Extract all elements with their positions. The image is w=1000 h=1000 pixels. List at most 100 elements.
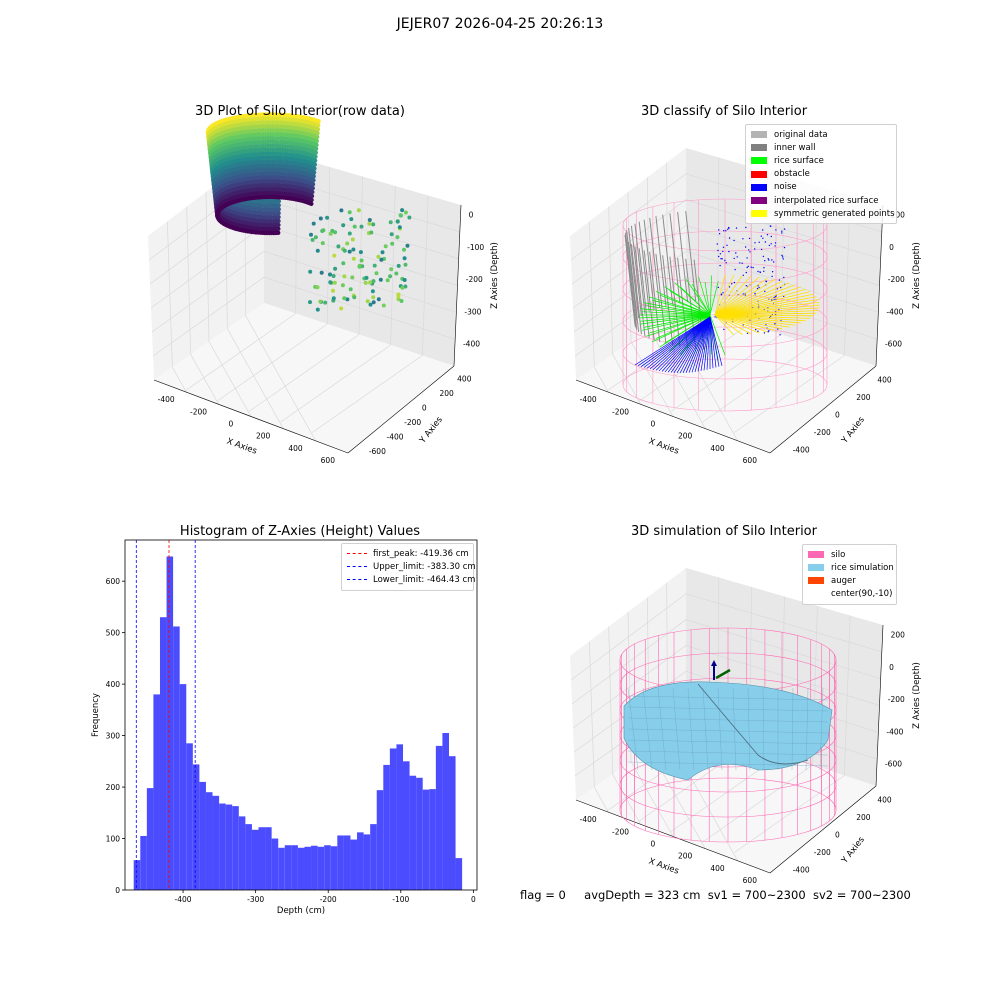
legend-swatch [347,579,367,581]
z-tick-label: -300 [464,307,481,316]
histogram-plot: -400 -300 -200 -100 0 0 100 200 300 400 500 600 Dept… [91,539,478,916]
histogram-bar [153,694,160,890]
histogram-bar [324,845,331,890]
avg-depth-value: avgDepth = 323 cm [584,888,701,902]
histogram-bar [357,832,364,890]
z-tick-label: 200 [891,631,906,640]
histogram-bar [330,846,338,890]
axis-lines [575,624,884,874]
legend-label: Upper_limit: -383.30 cm [373,561,476,572]
x-tick-label: -400 [158,395,175,404]
histogram-bar [284,845,292,890]
histogram-bar [146,788,154,890]
histogram-bar [376,790,384,890]
y-tick-label: 200 [856,813,871,822]
floor-pane [576,303,876,453]
legend-entry: interpolated rice surface [751,194,891,207]
legend-swatch [751,144,767,152]
histogram-bar [173,626,180,890]
x-tick-label: 600 [743,456,758,465]
histogram-bar [225,804,233,890]
legend-entry: rice surface [751,154,891,167]
legend-swatch [808,551,824,559]
x-tick-label: 400 [710,444,725,453]
x-tick-label: 200 [678,432,693,441]
x-tick-label: -200 [320,895,337,904]
histogram-bar [258,827,266,890]
legend-label: inner wall [774,142,816,153]
legend-label: Lower_limit: -464.43 cm [373,574,476,585]
y-tick-label: 300 [106,732,121,741]
x-tick-label: -400 [580,395,597,404]
x-tick-label: 0 [650,839,655,848]
histogram-title: Histogram of Z-Axies (Height) Values [179,524,421,539]
histogram-bar [133,860,141,890]
z-tick-label: 0 [889,243,894,252]
x-tick-label: 600 [743,876,758,885]
histogram-bar [403,761,410,890]
legend-entry: inner wall [751,141,891,154]
plot-frame [124,539,478,891]
z-tick-label: -400 [886,307,903,316]
y-tick-label: -400 [387,432,404,441]
y-tick-label: 400 [877,376,892,385]
legend-entry: rice simulation [808,561,894,574]
x-axis-label: X Axies [647,437,680,457]
legend-label: rice surface [774,155,824,166]
x-tick-label: -400 [175,895,192,904]
histogram-bar [416,777,423,890]
histogram-bar [199,781,206,890]
auger-direction-marker [715,668,731,680]
y-tick-label: 100 [106,835,121,844]
legend-entry: Upper_limit: -383.30 cm [347,560,476,573]
legend-entry: auger [808,574,891,587]
y-tick-label: 200 [106,783,121,792]
legend-entry: silo [808,548,891,561]
y-tick-label: -600 [369,447,386,456]
legend-label: first_peak: -419.36 cm [373,548,469,559]
histogram-bar [422,789,430,890]
simulation-3d-plot: -400 -200 0 200 400 600 -400 -200 0 200 400 200 0 -20… [570,568,922,885]
histogram-bar [238,816,246,890]
histogram-bar [429,789,436,890]
legend-entry: symmetric generated points [751,207,895,220]
z-tick-label: -100 [467,243,484,252]
z-tick-label: -600 [885,759,902,768]
histogram-bar [179,684,187,890]
z-axis-label: Z Axies (Depth) [490,242,500,309]
x-tick-label: 400 [288,444,303,453]
legend-label: auger [831,575,856,586]
rice-valley-contour [697,683,809,765]
histogram-bar [205,792,213,890]
y-tick-label: 400 [877,796,892,805]
z-axis-label: Z Axies (Depth) [912,662,922,729]
y-tick-label: -400 [793,865,810,874]
histogram-bar [219,803,226,890]
y-axis-label: Y Axies [839,415,867,447]
z-tick-label: 0 [889,663,894,672]
legend-swatch [751,131,767,139]
x-tick-label: -400 [580,815,597,824]
y-axis-label: Frequency [91,693,101,737]
y-tick-label: 0 [835,831,840,840]
legend-swatch [751,210,767,218]
histogram-bar [409,775,417,890]
legend-swatch [808,591,824,598]
x-tick-label: 400 [710,864,725,873]
legend-label: silo [831,549,846,560]
histogram-bar [370,824,377,890]
y-tick-label: 200 [856,393,871,402]
x-tick-label: 0 [228,419,233,428]
y-tick-label: 400 [106,680,121,689]
z-axis-label: Z Axies (Depth) [912,242,922,309]
x-tick-label: 0 [471,895,476,904]
histogram-bar [265,827,272,890]
x-tick-label: -200 [190,407,207,416]
silo-wireframe [622,198,828,412]
z-tick-label: 200 [891,211,906,220]
legend-label: symmetric generated points [774,208,895,219]
x-axis-label: X Axies [225,437,258,457]
histogram-bar [442,733,449,890]
histogram-bar [448,756,456,890]
